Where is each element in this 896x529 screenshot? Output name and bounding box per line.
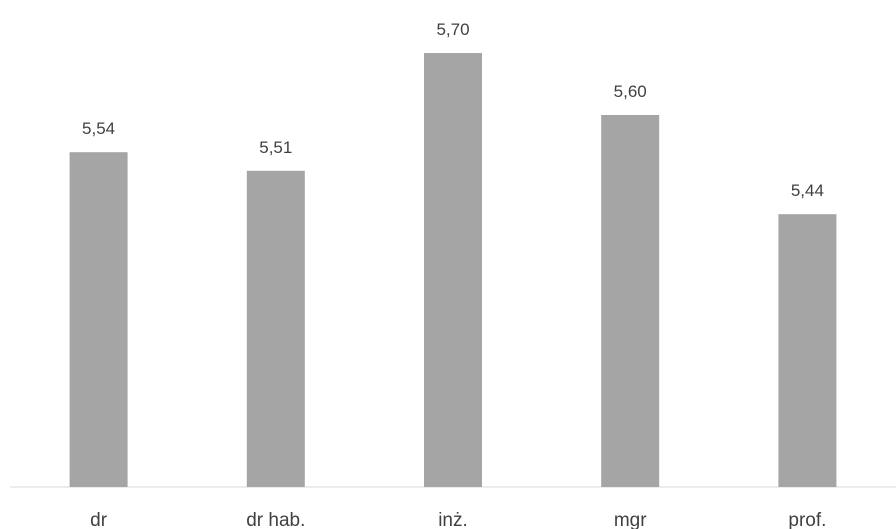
bar-1: [246, 170, 305, 488]
category-label-0: dr: [90, 510, 108, 529]
category-label-4: prof.: [788, 510, 826, 529]
category-label-2: inż.: [438, 510, 468, 529]
data-label-4: 5,44: [791, 181, 824, 200]
category-label-3: mgr: [614, 510, 647, 529]
value-labels-group: 5,54 5,51 5,70 5,60 5,44: [82, 20, 824, 200]
bar-2: [424, 53, 482, 487]
category-labels-group: dr dr hab. inż. mgr prof.: [90, 510, 826, 529]
bar-0: [69, 152, 128, 487]
data-label-2: 5,70: [436, 20, 469, 39]
bar-4: [778, 214, 837, 487]
bar-3: [601, 115, 660, 487]
data-label-0: 5,54: [82, 119, 115, 138]
category-label-1: dr hab.: [246, 510, 305, 529]
data-label-1: 5,51: [259, 138, 292, 157]
data-label-3: 5,60: [614, 82, 647, 101]
bars-group: [69, 53, 837, 488]
